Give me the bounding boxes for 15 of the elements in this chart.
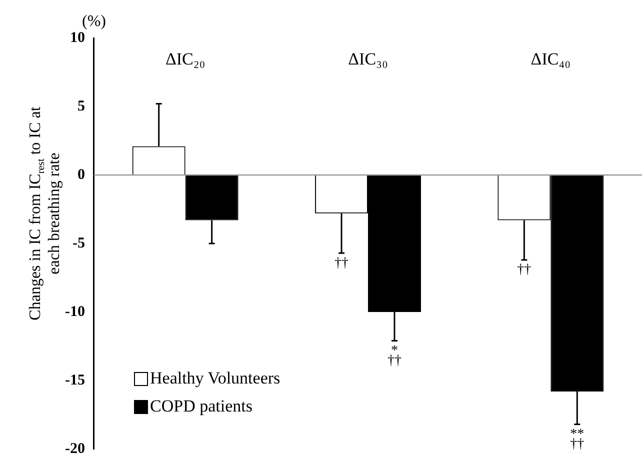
x-tick-label: ΔIC₂₀ [165,49,206,68]
x-tick-label: ΔIC₃₀ [348,49,388,68]
x-tick-label: ΔIC₄₀ [530,49,571,68]
y-tick-label: -20 [64,440,85,457]
y-tick-label: 0 [77,166,85,183]
annotation: †† [334,256,349,271]
legend-label: COPD patients [150,396,252,416]
y-tick-label: -15 [64,372,85,388]
y-tick-label: 10 [70,30,85,46]
text: (%) [82,13,106,30]
y-tick-label: -5 [72,235,85,252]
y-tick-label: -10 [64,304,85,320]
legend-label: Healthy Volunteers [150,368,280,388]
annotation: †† [517,262,532,278]
y-tick-label: 5 [77,98,85,114]
